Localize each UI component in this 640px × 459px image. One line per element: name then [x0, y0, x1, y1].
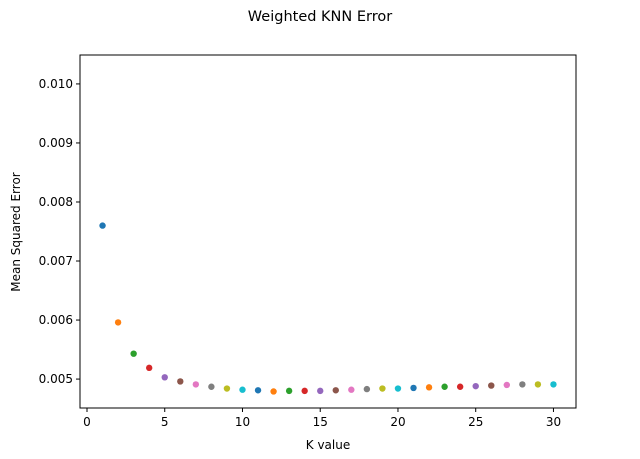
y-tick-label: 0.008	[39, 195, 73, 209]
y-tick-label: 0.010	[39, 77, 73, 91]
data-point	[425, 384, 433, 391]
data-points	[99, 222, 557, 395]
data-point	[534, 381, 542, 388]
chart-title: Weighted KNN Error	[248, 9, 392, 25]
y-tick-label: 0.006	[39, 313, 73, 327]
data-point	[285, 387, 293, 395]
data-point	[410, 384, 417, 392]
x-tick-label: 25	[468, 415, 483, 429]
x-tick-label: 0	[83, 415, 91, 429]
data-point	[317, 387, 324, 395]
data-point	[488, 382, 495, 389]
data-point	[456, 383, 464, 390]
data-point	[503, 381, 511, 389]
y-tick-label: 0.005	[39, 372, 73, 386]
data-point	[550, 381, 557, 388]
data-point	[363, 385, 371, 393]
data-point	[223, 385, 231, 392]
data-point	[239, 386, 246, 393]
x-tick-label: 30	[546, 415, 561, 429]
x-tick-label: 15	[313, 415, 328, 429]
data-point	[348, 386, 355, 393]
y-tick-label: 0.007	[39, 254, 73, 268]
data-point	[130, 350, 137, 357]
x-axis: 0 5 10 15 20 25 30	[83, 408, 561, 429]
y-axis: 0.005 0.006 0.007 0.008 0.009 0.010	[39, 77, 80, 386]
data-point	[114, 319, 122, 326]
data-point	[270, 388, 277, 395]
data-point	[332, 387, 339, 394]
y-axis-label: Mean Squared Error	[9, 172, 23, 292]
data-point	[441, 383, 448, 390]
plot-frame	[79, 54, 577, 409]
data-point	[99, 222, 106, 229]
data-point	[472, 382, 479, 390]
data-point	[161, 374, 168, 381]
data-point	[192, 381, 200, 388]
plot-area	[79, 54, 577, 409]
data-point	[254, 387, 262, 394]
data-point	[379, 385, 386, 392]
x-axis-label: K value	[306, 438, 350, 452]
x-tick-label: 10	[235, 415, 250, 429]
data-point	[145, 364, 153, 372]
data-point	[301, 387, 308, 395]
data-point	[208, 383, 215, 390]
data-point	[394, 385, 402, 392]
y-tick-label: 0.009	[39, 136, 73, 150]
x-tick-label: 5	[161, 415, 169, 429]
x-tick-label: 20	[390, 415, 405, 429]
data-point	[519, 381, 526, 388]
data-point	[177, 378, 184, 385]
